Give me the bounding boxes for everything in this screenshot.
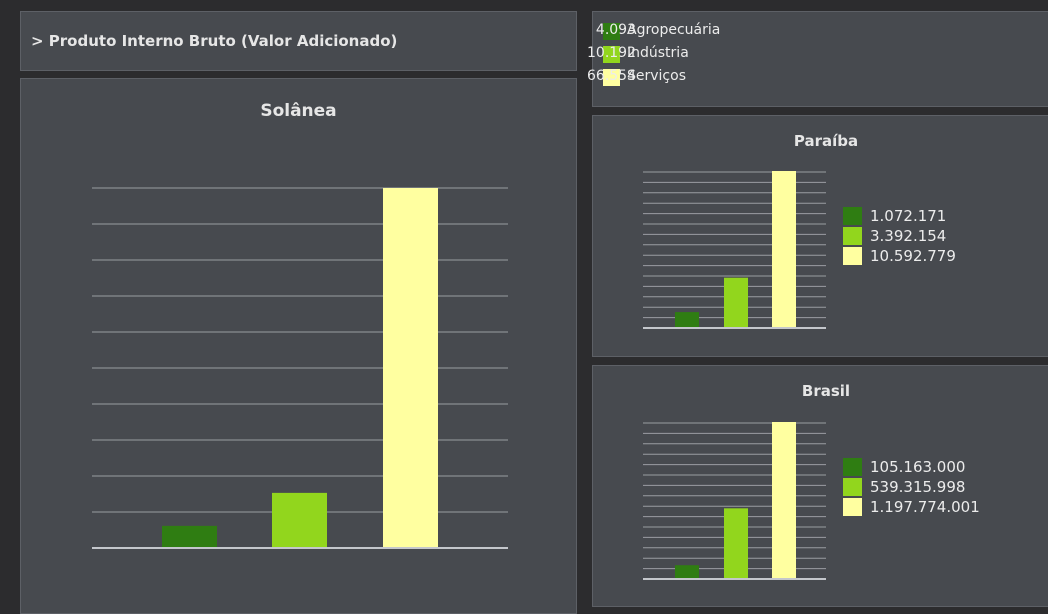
- legend-value: 4.093: [595, 22, 636, 38]
- main-bar-chart: [92, 187, 508, 549]
- legend-swatch-industria: [603, 46, 620, 63]
- legend-panel: Agropecuária 4.093 Indústria 10.192 Serv…: [587, 11, 1048, 107]
- legend-swatch-agropecuaria: [603, 23, 620, 40]
- brasil-chart-title: Brasil: [801, 382, 851, 400]
- legend-item-servicos: Serviços 66.554: [587, 66, 1048, 88]
- legend-swatch-industria: [843, 478, 862, 496]
- paraiba-chart-title: Paraíba: [793, 132, 859, 150]
- brasil-chart-panel: Brasil 105.163.000 539.315.998 1.197.774…: [592, 365, 1048, 607]
- legend-item-industria: Indústria 10.192: [587, 43, 1048, 65]
- paraiba-legend-agropecuaria: 1.072.171: [843, 206, 1048, 226]
- page-title: > Produto Interno Bruto (Valor Adicionad…: [31, 32, 398, 50]
- brasil-legend: 105.163.000 539.315.998 1.197.774.001: [843, 457, 1048, 517]
- main-bar-servicos: [383, 188, 438, 548]
- legend-swatch-agropecuaria: [843, 458, 862, 476]
- legend-swatch-servicos: [843, 498, 862, 516]
- main-bar-agropecuaria: [162, 525, 217, 548]
- legend-item-agropecuaria: Agropecuária 4.093: [596, 20, 1048, 42]
- legend-label: Agropecuária: [627, 22, 721, 38]
- brasil-bar-agropecuaria: [675, 565, 699, 579]
- legend-label: Indústria: [627, 45, 689, 61]
- paraiba-legend-industria: 3.392.154: [843, 226, 1048, 246]
- paraiba-bar-servicos: [772, 171, 796, 328]
- brasil-bar-industria: [724, 508, 748, 579]
- legend-swatch-servicos: [603, 69, 620, 86]
- paraiba-bar-agropecuaria: [675, 312, 699, 328]
- paraiba-value-servicos: 10.592.779: [870, 247, 956, 265]
- paraiba-bar-chart: [643, 171, 826, 329]
- main-chart-title: Solânea: [260, 101, 337, 121]
- legend-label: Serviços: [627, 68, 686, 84]
- brasil-bar-chart: [643, 422, 826, 580]
- brasil-legend-agropecuaria: 105.163.000: [843, 457, 1048, 477]
- brasil-legend-servicos: 1.197.774.001: [843, 497, 1048, 517]
- legend-value: 66.554: [587, 68, 636, 84]
- brasil-value-industria: 539.315.998: [870, 478, 966, 496]
- main-chart-panel: Solânea: [20, 78, 577, 614]
- legend-swatch-servicos: [843, 247, 862, 265]
- paraiba-chart-panel: Paraíba 1.072.171 3.392.154 10.592.779: [592, 115, 1048, 357]
- legend-swatch-industria: [843, 227, 862, 245]
- brasil-value-agropecuaria: 105.163.000: [870, 458, 966, 476]
- brasil-legend-industria: 539.315.998: [843, 477, 1048, 497]
- paraiba-legend-servicos: 10.592.779: [843, 246, 1048, 266]
- paraiba-legend: 1.072.171 3.392.154 10.592.779: [843, 206, 1048, 266]
- paraiba-value-industria: 3.392.154: [870, 227, 947, 245]
- paraiba-bar-industria: [724, 277, 748, 328]
- paraiba-value-agropecuaria: 1.072.171: [870, 207, 947, 225]
- legend-swatch-agropecuaria: [843, 207, 862, 225]
- legend-value: 10.192: [587, 45, 636, 61]
- brasil-value-servicos: 1.197.774.001: [870, 498, 980, 516]
- header-panel: > Produto Interno Bruto (Valor Adicionad…: [20, 11, 577, 71]
- brasil-bar-servicos: [772, 422, 796, 579]
- main-bar-industria: [272, 492, 327, 548]
